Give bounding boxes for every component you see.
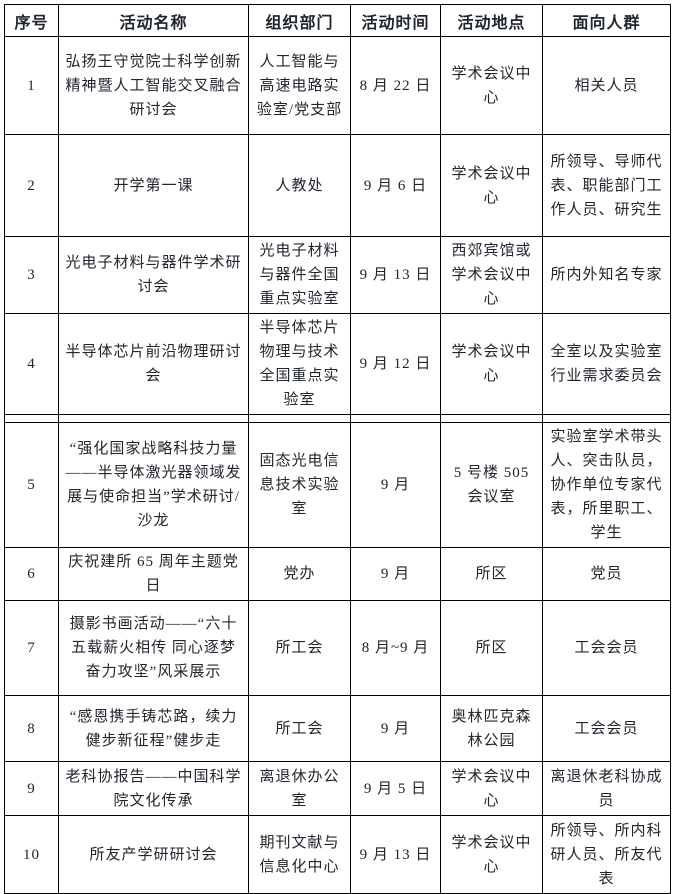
- cell-audience: 离退休老科协成员: [542, 761, 671, 816]
- cell-activity-place: 学术会议中心: [440, 134, 543, 237]
- table-row: 4 半导体芯片前沿物理研讨会 半导体芯片物理与技术全国重点实验室 9 月 12 …: [4, 313, 671, 415]
- cell-org-dept: 所工会: [248, 695, 351, 762]
- cell-activity-name: 所友产学研研讨会: [58, 815, 249, 894]
- cell-activity-name: 老科协报告——中国科学院文化传承: [58, 761, 249, 816]
- cell-activity-time: 9 月: [350, 695, 441, 762]
- cell-activity-place: 学术会议中心: [440, 761, 543, 816]
- table-row: 8 “感恩携手铸芯路，续力健步新征程”健步走 所工会 9 月 奥林匹克森林公园 …: [4, 695, 671, 762]
- cell-activity-name: 庆祝建所 65 周年主题党日: [58, 547, 249, 601]
- column-header-activity-name: 活动名称: [58, 4, 249, 37]
- cell-seq: 1: [4, 36, 59, 135]
- cell-audience: 党员: [542, 547, 671, 601]
- table-row: 7 摄影书画活动——“六十五载薪火相传 同心逐梦奋力攻坚”风采展示 所工会 8 …: [4, 600, 671, 696]
- cell-activity-time: 8 月 22 日: [350, 36, 441, 135]
- cell-org-dept: 党办: [248, 547, 351, 601]
- cell-activity-place: 5 号楼 505 会议室: [440, 422, 543, 548]
- cell-seq: 10: [4, 815, 59, 894]
- column-header-seq: 序号: [4, 4, 59, 37]
- cell-audience: 所领导、导师代表、职能部门工作人员、研究生: [542, 134, 671, 237]
- column-header-activity-place: 活动地点: [440, 4, 543, 37]
- cell-seq: 5: [4, 422, 59, 548]
- cell-activity-time: 9 月 12 日: [350, 313, 441, 415]
- page-break-spacer-row: [4, 414, 671, 423]
- cell-org-dept: 离退休办公室: [248, 761, 351, 816]
- cell-seq: 6: [4, 547, 59, 601]
- cell-activity-place: 西郊宾馆或学术会议中心: [440, 236, 543, 314]
- cell-audience: 所内外知名专家: [542, 236, 671, 314]
- cell-seq: 4: [4, 313, 59, 415]
- cell-activity-time: 8 月~9 月: [350, 600, 441, 696]
- cell-audience: 相关人员: [542, 36, 671, 135]
- cell-org-dept: 固态光电信息技术实验室: [248, 422, 351, 548]
- cell-org-dept: 人教处: [248, 134, 351, 237]
- cell-org-dept: 光电子材料与器件全国重点实验室: [248, 236, 351, 314]
- cell-seq: 9: [4, 761, 59, 816]
- cell-activity-name: 半导体芯片前沿物理研讨会: [58, 313, 249, 415]
- cell-activity-place: 学术会议中心: [440, 36, 543, 135]
- cell-activity-time: 9 月 6 日: [350, 134, 441, 237]
- cell-activity-place: 学术会议中心: [440, 815, 543, 894]
- cell-org-dept: 期刊文献与信息化中心: [248, 815, 351, 894]
- cell-org-dept: 所工会: [248, 600, 351, 696]
- cell-activity-time: 9 月 13 日: [350, 236, 441, 314]
- cell-activity-name: 光电子材料与器件学术研讨会: [58, 236, 249, 314]
- cell-audience: 工会会员: [542, 695, 671, 762]
- cell-activity-place: 奥林匹克森林公园: [440, 695, 543, 762]
- table-row: 1 弘扬王守觉院士科学创新精神暨人工智能交叉融合研讨会 人工智能与高速电路实验室…: [4, 36, 671, 135]
- table-row: 6 庆祝建所 65 周年主题党日 党办 9 月 所区 党员: [4, 547, 671, 601]
- cell-audience: 实验室学术带头人、突击队员，协作单位专家代表，所里职工、学生: [542, 422, 671, 548]
- cell-org-dept: 人工智能与高速电路实验室/党支部: [248, 36, 351, 135]
- cell-audience: 所领导、所内科研人员、所友代表: [542, 815, 671, 894]
- cell-activity-name: “感恩携手铸芯路，续力健步新征程”健步走: [58, 695, 249, 762]
- table-header-row: 序号 活动名称 组织部门 活动时间 活动地点 面向人群: [4, 4, 671, 37]
- column-header-audience: 面向人群: [542, 4, 671, 37]
- cell-audience: 全室以及实验室行业需求委员会: [542, 313, 671, 415]
- column-header-activity-time: 活动时间: [350, 4, 441, 37]
- document-page: 序号 活动名称 组织部门 活动时间 活动地点 面向人群 1 弘扬王守觉院士科学创…: [4, 4, 671, 894]
- table-row: 3 光电子材料与器件学术研讨会 光电子材料与器件全国重点实验室 9 月 13 日…: [4, 236, 671, 314]
- cell-audience: 工会会员: [542, 600, 671, 696]
- cell-activity-place: 所区: [440, 600, 543, 696]
- cell-seq: 2: [4, 134, 59, 237]
- cell-activity-name: “强化国家战略科技力量——半导体激光器领域发展与使命担当”学术研讨/沙龙: [58, 422, 249, 548]
- table-row: 10 所友产学研研讨会 期刊文献与信息化中心 9 月 13 日 学术会议中心 所…: [4, 815, 671, 894]
- cell-activity-place: 学术会议中心: [440, 313, 543, 415]
- cell-seq: 3: [4, 236, 59, 314]
- activity-schedule-table: 序号 活动名称 组织部门 活动时间 活动地点 面向人群 1 弘扬王守觉院士科学创…: [4, 4, 671, 894]
- cell-activity-place: 所区: [440, 547, 543, 601]
- cell-activity-name: 开学第一课: [58, 134, 249, 237]
- table-row: 9 老科协报告——中国科学院文化传承 离退休办公室 9 月 5 日 学术会议中心…: [4, 761, 671, 816]
- cell-activity-time: 9 月: [350, 547, 441, 601]
- cell-seq: 8: [4, 695, 59, 762]
- cell-activity-name: 摄影书画活动——“六十五载薪火相传 同心逐梦奋力攻坚”风采展示: [58, 600, 249, 696]
- cell-activity-time: 9 月 5 日: [350, 761, 441, 816]
- cell-activity-time: 9 月 13 日: [350, 815, 441, 894]
- cell-activity-time: 9 月: [350, 422, 441, 548]
- cell-org-dept: 半导体芯片物理与技术全国重点实验室: [248, 313, 351, 415]
- cell-activity-name: 弘扬王守觉院士科学创新精神暨人工智能交叉融合研讨会: [58, 36, 249, 135]
- table-row: 2 开学第一课 人教处 9 月 6 日 学术会议中心 所领导、导师代表、职能部门…: [4, 134, 671, 237]
- column-header-org-dept: 组织部门: [248, 4, 351, 37]
- table-row: 5 “强化国家战略科技力量——半导体激光器领域发展与使命担当”学术研讨/沙龙 固…: [4, 422, 671, 548]
- cell-seq: 7: [4, 600, 59, 696]
